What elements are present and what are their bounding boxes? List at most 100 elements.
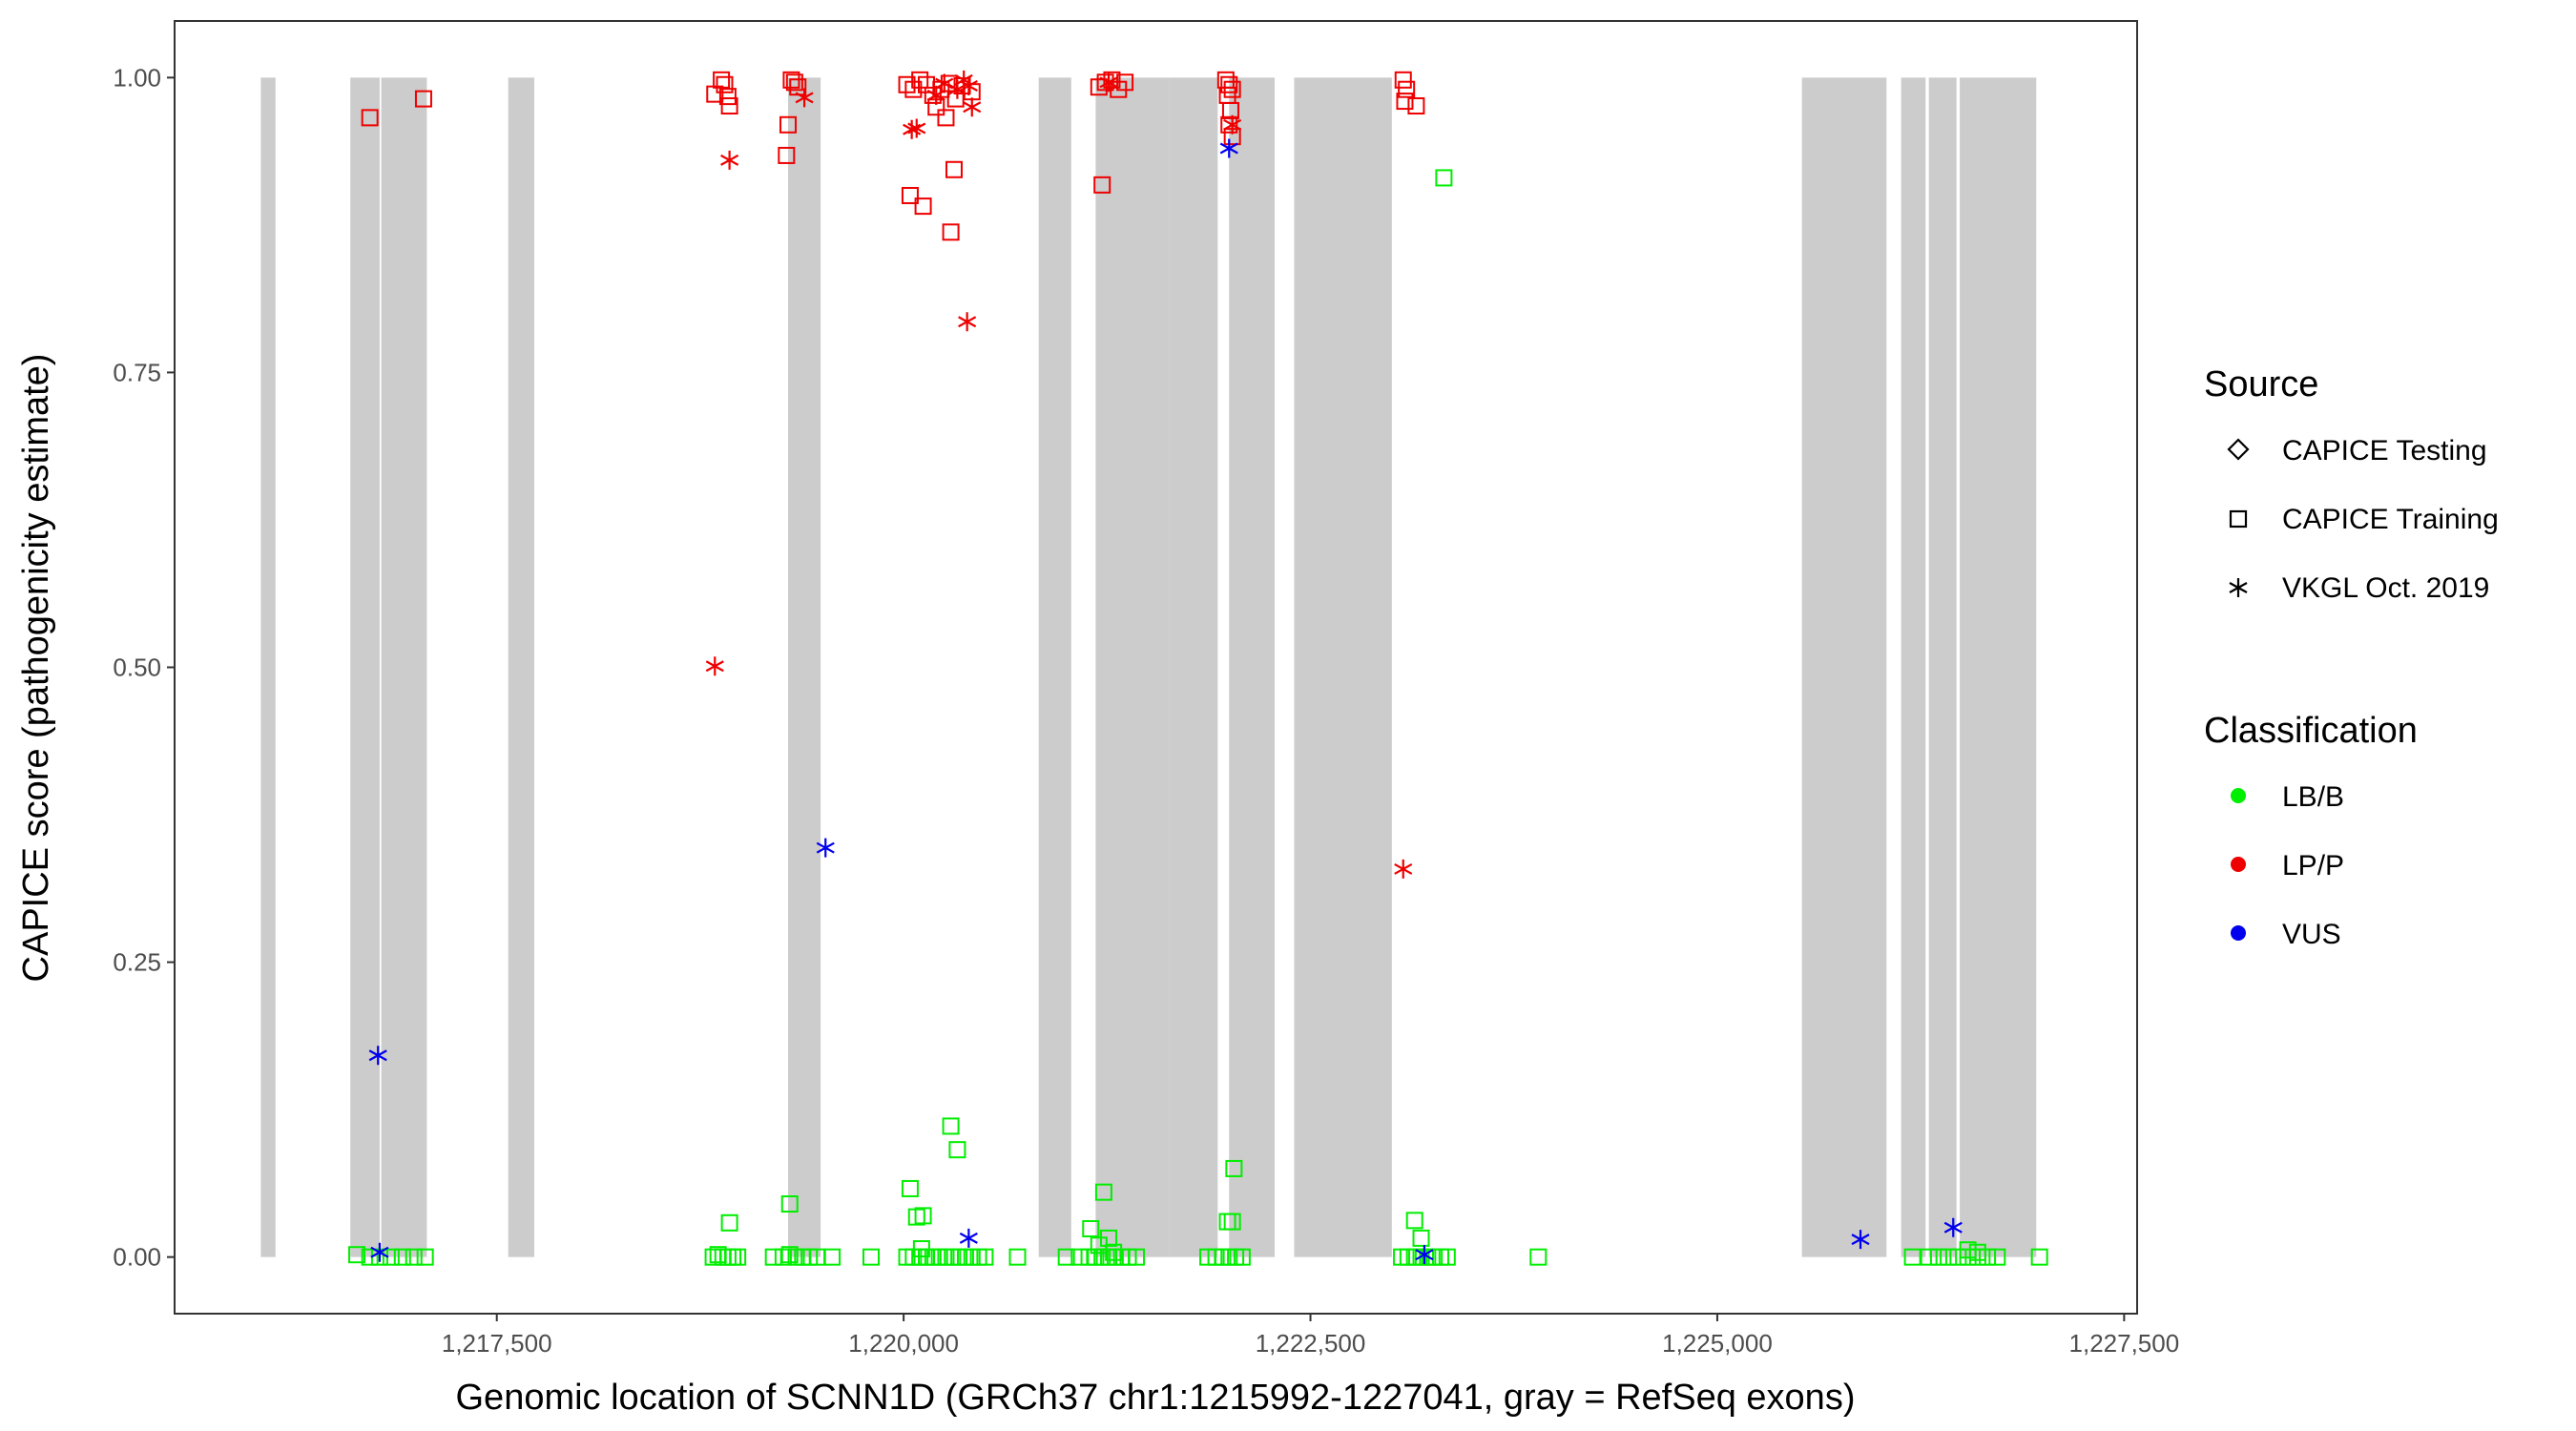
- data-point-square: [1396, 93, 1414, 111]
- blue-dot-icon: [2231, 925, 2246, 941]
- data-point-asterisk: [935, 73, 954, 93]
- data-point-square: [1940, 1248, 1958, 1266]
- square-icon: [2229, 509, 2248, 529]
- data-point-square: [823, 1248, 841, 1266]
- exon-band: [1229, 77, 1276, 1257]
- green-dot-icon: [2231, 788, 2246, 803]
- data-point-square: [904, 80, 923, 98]
- data-point-square: [1529, 1248, 1548, 1266]
- exon-band: [1960, 77, 2037, 1257]
- y-tick-label: 0.25: [113, 948, 161, 977]
- data-point-square: [779, 115, 798, 134]
- legend-label: VUS: [2282, 919, 2341, 950]
- data-point-square: [1220, 75, 1238, 93]
- data-point-asterisk: [1394, 859, 1413, 879]
- y-tick-labels: 0.00 0.25 0.50 0.75 1.00: [113, 63, 161, 1271]
- data-point-square: [912, 1240, 930, 1258]
- exon-band: [381, 77, 427, 1257]
- data-point-square: [1100, 1229, 1118, 1247]
- data-point-square: [1093, 176, 1111, 194]
- exon-band: [1038, 77, 1071, 1257]
- data-point-square: [901, 186, 919, 204]
- data-point-square: [1223, 1213, 1241, 1231]
- data-point-square: [361, 1248, 379, 1266]
- legend: Source CAPICE Testing CAPICE Training VK…: [2204, 364, 2499, 950]
- legend-label: CAPICE Testing: [2282, 435, 2487, 467]
- legend-item-lbb: LB/B: [2231, 781, 2344, 813]
- data-point-square: [907, 1208, 925, 1226]
- data-point-asterisk: [958, 312, 977, 332]
- data-point-square: [1412, 1229, 1430, 1247]
- y-axis-title: CAPICE score (pathogenicity estimate): [16, 354, 56, 983]
- series-lpp-square: [361, 71, 1425, 241]
- data-point-square: [382, 1248, 400, 1266]
- diamond-icon: [2227, 438, 2250, 461]
- exon-band: [1095, 77, 1170, 1257]
- x-tick-label: 1,222,500: [1256, 1329, 1366, 1358]
- data-point-square: [1070, 1248, 1089, 1266]
- plot-panel-border: [174, 20, 2138, 1315]
- data-point-asterisk: [963, 97, 982, 117]
- exon-band: [1801, 77, 1887, 1257]
- data-point-asterisk: [959, 75, 978, 95]
- data-point-square: [416, 1248, 434, 1266]
- data-point-square: [764, 1248, 782, 1266]
- data-point-asterisk: [368, 1046, 387, 1066]
- exon-band: [1169, 77, 1218, 1257]
- data-point-square: [1979, 1248, 1997, 1266]
- data-point-square: [1105, 1243, 1123, 1261]
- x-tick-label: 1,217,500: [442, 1329, 552, 1358]
- legend-title-classification: Classification: [2204, 711, 2418, 751]
- legend-label: LP/P: [2282, 850, 2344, 881]
- data-point-square: [1094, 1183, 1112, 1201]
- data-point-square: [942, 1117, 960, 1135]
- data-point-asterisk: [1219, 138, 1238, 158]
- legend-title-source: Source: [2204, 364, 2318, 404]
- data-point-square: [1929, 1248, 1947, 1266]
- data-point-asterisk: [1943, 1217, 1963, 1237]
- data-point-asterisk: [720, 150, 739, 170]
- data-point-square: [780, 1246, 799, 1264]
- data-point-square: [2030, 1248, 2048, 1266]
- data-point-asterisk: [370, 1242, 389, 1262]
- data-point-square: [1920, 1248, 1938, 1266]
- data-point-square: [361, 109, 379, 127]
- exon-band: [1901, 77, 1926, 1257]
- y-tick-label: 0.75: [113, 358, 161, 386]
- exon-band: [788, 77, 821, 1257]
- data-point-square: [393, 1248, 411, 1266]
- data-point-square: [1438, 1248, 1456, 1266]
- data-point-square: [713, 71, 731, 89]
- data-point-square: [785, 73, 803, 92]
- axis-ticks: [167, 76, 2126, 1321]
- red-dot-icon: [2231, 857, 2246, 872]
- legend-item-capice-testing: CAPICE Testing: [2227, 435, 2487, 467]
- data-point-square: [706, 85, 724, 103]
- data-point-square: [348, 1246, 366, 1264]
- series-vus-asterisk: [368, 138, 1963, 1265]
- data-point-square: [414, 90, 432, 108]
- y-tick-label: 1.00: [113, 63, 161, 92]
- data-point-square: [1233, 1248, 1251, 1266]
- data-point-asterisk: [1099, 73, 1118, 93]
- data-point-square: [898, 75, 916, 93]
- exon-band: [1928, 77, 1957, 1257]
- data-point-asterisk: [816, 838, 835, 858]
- data-point-square: [1435, 169, 1453, 187]
- legend-item-vus: VUS: [2231, 919, 2341, 950]
- data-point-square: [1116, 73, 1134, 92]
- exon-band: [260, 77, 276, 1257]
- data-point-square: [1220, 115, 1238, 134]
- data-point-square: [1398, 80, 1416, 98]
- data-point-square: [1394, 71, 1412, 89]
- x-axis-title: Genomic location of SCNN1D (GRCh37 chr1:…: [456, 1378, 1856, 1418]
- data-point-square: [914, 1207, 932, 1225]
- data-point-square: [1223, 80, 1241, 98]
- x-tick-label: 1,225,000: [1662, 1329, 1773, 1358]
- data-point-asterisk: [1223, 114, 1242, 135]
- exon-bands: [260, 77, 2037, 1257]
- exon-band: [508, 77, 534, 1257]
- data-point-square: [778, 146, 796, 164]
- data-point-square: [914, 197, 932, 216]
